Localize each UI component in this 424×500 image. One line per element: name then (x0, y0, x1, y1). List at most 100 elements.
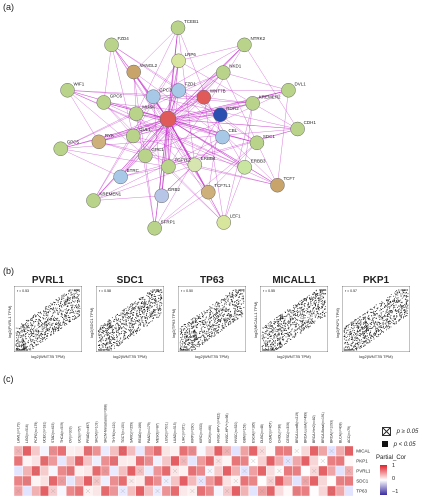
network-node-label: GPC5 (67, 140, 80, 145)
network-edge (103, 102, 245, 168)
heatmap-cell (109, 445, 119, 457)
network-node (171, 53, 186, 69)
network-edge (111, 44, 134, 137)
heatmap-ns-mark (225, 448, 230, 454)
heatmap-ns-mark (164, 478, 169, 484)
heatmap-cell (335, 465, 345, 477)
network-node-label: GPC6 (110, 93, 123, 98)
network-node-label: MUSK (142, 105, 155, 110)
heatmap-column-label: ESCA(n=185) (251, 422, 255, 443)
scatter-x-axis-label: log2(WNT7B TPM) (195, 354, 229, 359)
heatmap-cell (248, 485, 258, 497)
heatmap-ns-mark (198, 478, 204, 484)
heatmap-column-label: LIHC(n=371) (182, 423, 186, 443)
heatmap-ns-mark (172, 468, 178, 474)
heatmap-column-label: HNSC-HPV+(n=98) (225, 413, 229, 443)
network-node (104, 37, 119, 53)
heatmap-ns-mark (16, 488, 21, 494)
scatter-y-axis-label: log2(TP63 TPM) (171, 308, 176, 338)
scatter-y-axis-label: log2(MICALL1 TPM) (253, 301, 258, 338)
network-node (126, 64, 141, 80)
network-edge (167, 44, 245, 120)
heatmap-cell (92, 465, 102, 477)
heatmap-cell (274, 455, 284, 467)
heatmap-cell (126, 485, 136, 497)
heatmap-column-label: KIRP(n=290) (190, 423, 194, 443)
heatmap-ns-mark (103, 468, 108, 474)
network-node (187, 157, 203, 173)
heatmap-cell (283, 475, 293, 487)
network-edge (135, 27, 179, 114)
network-edge (167, 118, 258, 144)
heatmap-column-label: THYM(n=120) (112, 422, 116, 443)
network-node (91, 134, 107, 150)
network-node (201, 184, 216, 200)
network-edge (93, 164, 195, 201)
colorbar-tick-mid: 0 (392, 476, 396, 482)
heatmap-cell (152, 455, 163, 467)
heatmap-cell (66, 475, 76, 487)
network-node (216, 215, 232, 230)
heatmap-ns-mark (59, 478, 64, 484)
colorbar (380, 465, 387, 495)
heatmap-column-label: SARC(n=259) (129, 422, 133, 443)
network-node (237, 37, 252, 53)
heatmap-cell (344, 455, 354, 467)
network-edge (244, 44, 298, 130)
heatmap-cell (126, 445, 136, 457)
heatmap-cell (318, 485, 328, 497)
scatter-points (343, 289, 409, 351)
heatmap-ns-mark (68, 468, 73, 474)
heatmap-cell (66, 485, 76, 497)
scatter-points (15, 289, 81, 351)
network-node (86, 193, 101, 208)
heatmap-column-label: PRAD(n=497) (86, 422, 90, 443)
network-node-label: TCF7L1 (214, 183, 231, 188)
heatmap-column-label: BRCA(n=1093) (330, 420, 334, 443)
heatmap-ns-mark (312, 468, 317, 474)
heatmap-cell (57, 445, 67, 457)
network-node (245, 96, 260, 111)
heatmap-ns-mark (120, 448, 125, 454)
heatmap-cell (118, 475, 128, 487)
heatmap-cell (300, 455, 311, 467)
heatmap-column-label: PCPG(n=179) (34, 422, 38, 443)
heatmap-cell (170, 475, 180, 487)
heatmap-ns-mark (242, 468, 247, 474)
colorbar-title: Partial_Cor (376, 455, 407, 461)
legend-not-significant: p ≥ 0.05 (382, 427, 418, 436)
scatter-plot (178, 286, 246, 352)
network-edge (133, 71, 223, 138)
heatmap-cell (118, 465, 128, 477)
heatmap-ns-mark (294, 488, 299, 494)
heatmap-cell (248, 445, 258, 457)
heatmap-cell (74, 465, 84, 477)
heatmap-cell (31, 475, 41, 487)
network-edge (133, 103, 253, 137)
heatmap-ns-mark (85, 448, 91, 454)
heatmap-cell (274, 475, 284, 487)
heatmap-ns-mark (111, 458, 117, 464)
heatmap-column-labels: LAML(n=173) LGG(n=516) PCPG(n=179) UCEC(n=1… (16, 404, 351, 443)
network-node-label: FZD4 (118, 36, 130, 41)
panel-c-label: (c) (3, 374, 14, 384)
heatmap-cell (292, 455, 302, 467)
heatmap-ns-mark (190, 448, 195, 454)
heatmap-column-label: BRCA-Basal(n=191) (321, 412, 325, 443)
network-edge (168, 90, 179, 167)
heatmap-cell (48, 455, 58, 467)
heatmap-ns-mark (320, 458, 325, 464)
network-node (53, 141, 68, 156)
heatmap-cell (257, 455, 267, 467)
heatmap-cell (144, 465, 154, 477)
heatmap-cell (283, 445, 293, 457)
network-node-label: ERBB3 (251, 158, 266, 163)
heatmap-ns-mark (24, 478, 30, 484)
network-node-label: BTRC (127, 168, 140, 173)
heatmap-ns-mark (207, 468, 212, 474)
network-node (146, 89, 161, 104)
heatmap-ns-mark (120, 488, 125, 494)
panel-a-label: (a) (3, 2, 14, 12)
network-node (138, 148, 153, 164)
network-node-label: ERBB4 (201, 156, 216, 161)
